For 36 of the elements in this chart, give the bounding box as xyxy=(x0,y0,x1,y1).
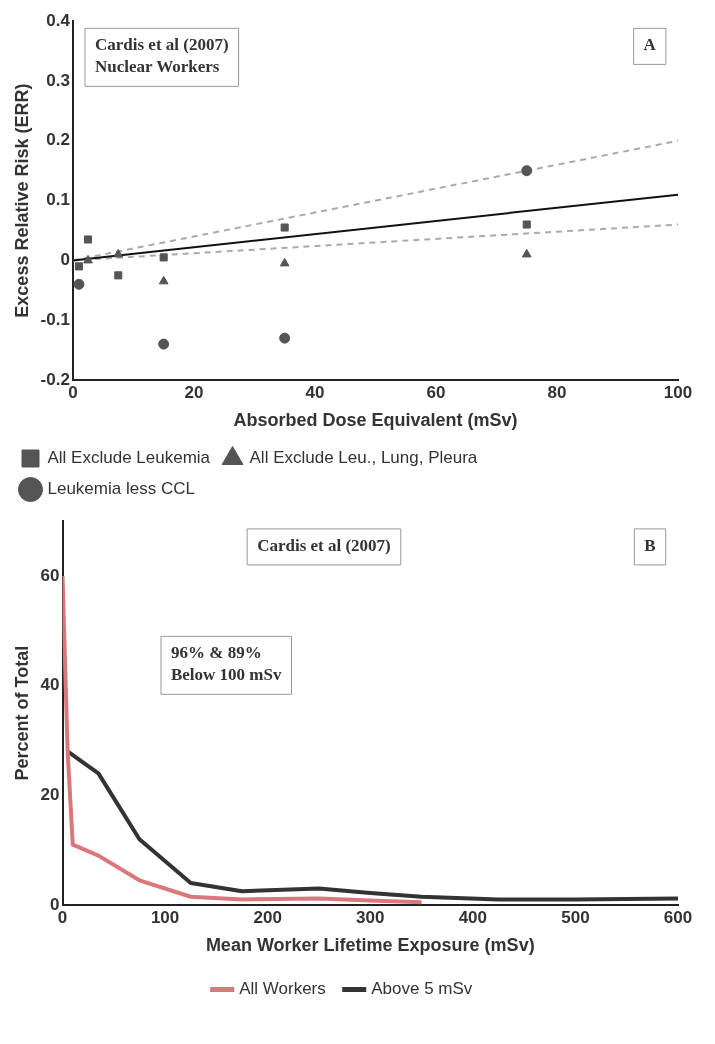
y-tick-label: 0.3 xyxy=(46,70,70,90)
y-tick-label: 20 xyxy=(40,785,60,805)
y-axis-title: Percent of Total xyxy=(11,645,32,781)
x-tick-label: 80 xyxy=(547,382,567,402)
x-tick-label: 20 xyxy=(184,382,204,402)
y-tick-label: 0.4 xyxy=(46,10,71,30)
y-tick-label: -0.1 xyxy=(40,309,70,329)
x-tick-label: 300 xyxy=(356,907,385,927)
legend-label: Above 5 mSv xyxy=(371,979,473,999)
x-tick-label: 40 xyxy=(305,382,325,402)
x-axis-title: Mean Worker Lifetime Exposure (mSv) xyxy=(205,935,535,956)
x-tick-label: 500 xyxy=(561,907,590,927)
x-tick-label: 600 xyxy=(663,907,693,927)
legend-label: All Exclude Leukemia xyxy=(47,448,211,468)
x-tick-label: 400 xyxy=(458,907,488,927)
legend-label: All Exclude Leu., Lung, Pleura xyxy=(249,448,478,468)
x-axis-title: Absorbed Dose Equivalent (mSv) xyxy=(233,410,518,431)
y-tick-label: 0.1 xyxy=(46,190,70,210)
legend-label: All Workers xyxy=(239,979,326,999)
annotation: Cardis et al (2007) xyxy=(257,535,391,555)
annotation: A xyxy=(643,35,657,55)
y-tick-label: -0.2 xyxy=(40,369,70,389)
annotation: B xyxy=(644,535,656,555)
x-tick-label: 100 xyxy=(150,907,180,927)
x-tick-label: 60 xyxy=(426,382,446,402)
y-tick-label: 0 xyxy=(50,894,60,914)
x-tick-label: 200 xyxy=(253,907,282,927)
y-tick-label: 0.2 xyxy=(46,130,70,150)
annotation: Cardis et al (2007) Nuclear Workers xyxy=(95,35,229,77)
y-tick-label: 0 xyxy=(60,250,70,270)
annotation: 96% & 89% Below 100 mSv xyxy=(170,643,282,685)
x-tick-label: 100 xyxy=(663,382,693,402)
y-tick-label: 40 xyxy=(40,675,60,695)
y-axis-title: Excess Relative Risk (ERR) xyxy=(11,83,32,318)
legend-label: Leukemia less CCL xyxy=(47,479,195,499)
y-tick-label: 60 xyxy=(40,565,60,585)
